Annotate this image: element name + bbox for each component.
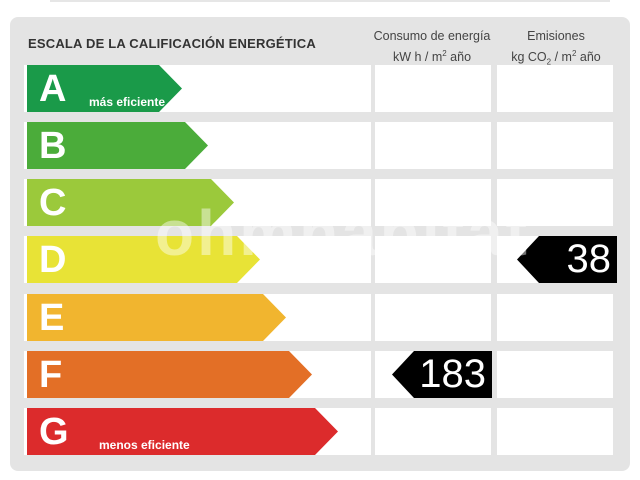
rating-letter: G [39,411,69,453]
scale-title: ESCALA DE LA CALIFICACIÓN ENERGÉTICA [28,36,316,51]
rating-arrow-f: F [27,351,312,398]
consumo-cell [375,179,491,226]
emisiones-cell [497,122,613,169]
consumo-cell [375,236,491,283]
consumo-header-line1: Consumo de energía [373,29,491,43]
consumo-value-tag: 183 [392,351,492,398]
rating-letter: E [39,297,65,339]
emisiones-cell [497,294,613,341]
emisiones-cell [497,179,613,226]
rating-letter: D [39,239,67,281]
consumo-cell [375,408,491,455]
emisiones-header-units: kg CO2 / m2 año [511,49,601,67]
rating-caption: menos eficiente [99,438,190,452]
rating-letter: C [39,182,67,224]
watermark-logo: ohmhabitat [155,197,530,269]
emisiones-cell [497,408,613,455]
rating-arrow-e: E [27,294,286,341]
rating-arrow-b: B [27,122,208,169]
emisiones-cell [497,351,613,398]
value-text: 183 [419,352,486,396]
rating-arrow-d: D [27,236,260,283]
emisiones-cell [497,65,613,112]
value-text: 38 [566,237,612,281]
consumo-header-units: kW h / m2 año [392,49,472,65]
rating-caption: más eficiente [89,95,166,109]
rating-letter: B [39,125,67,167]
rating-letter: A [39,68,67,110]
emisiones-header-line1: Emisiones [527,29,585,43]
top-divider [50,0,610,2]
consumo-header: Consumo de energía kW h / m2 año [370,27,494,66]
rating-arrow-c: C [27,179,234,226]
emisiones-value-tag: 38 [517,236,617,283]
emisiones-header: Emisiones kg CO2 / m2 año [494,27,618,72]
consumo-cell [375,65,491,112]
rating-letter: F [39,354,63,396]
consumo-cell [375,294,491,341]
consumo-cell [375,122,491,169]
